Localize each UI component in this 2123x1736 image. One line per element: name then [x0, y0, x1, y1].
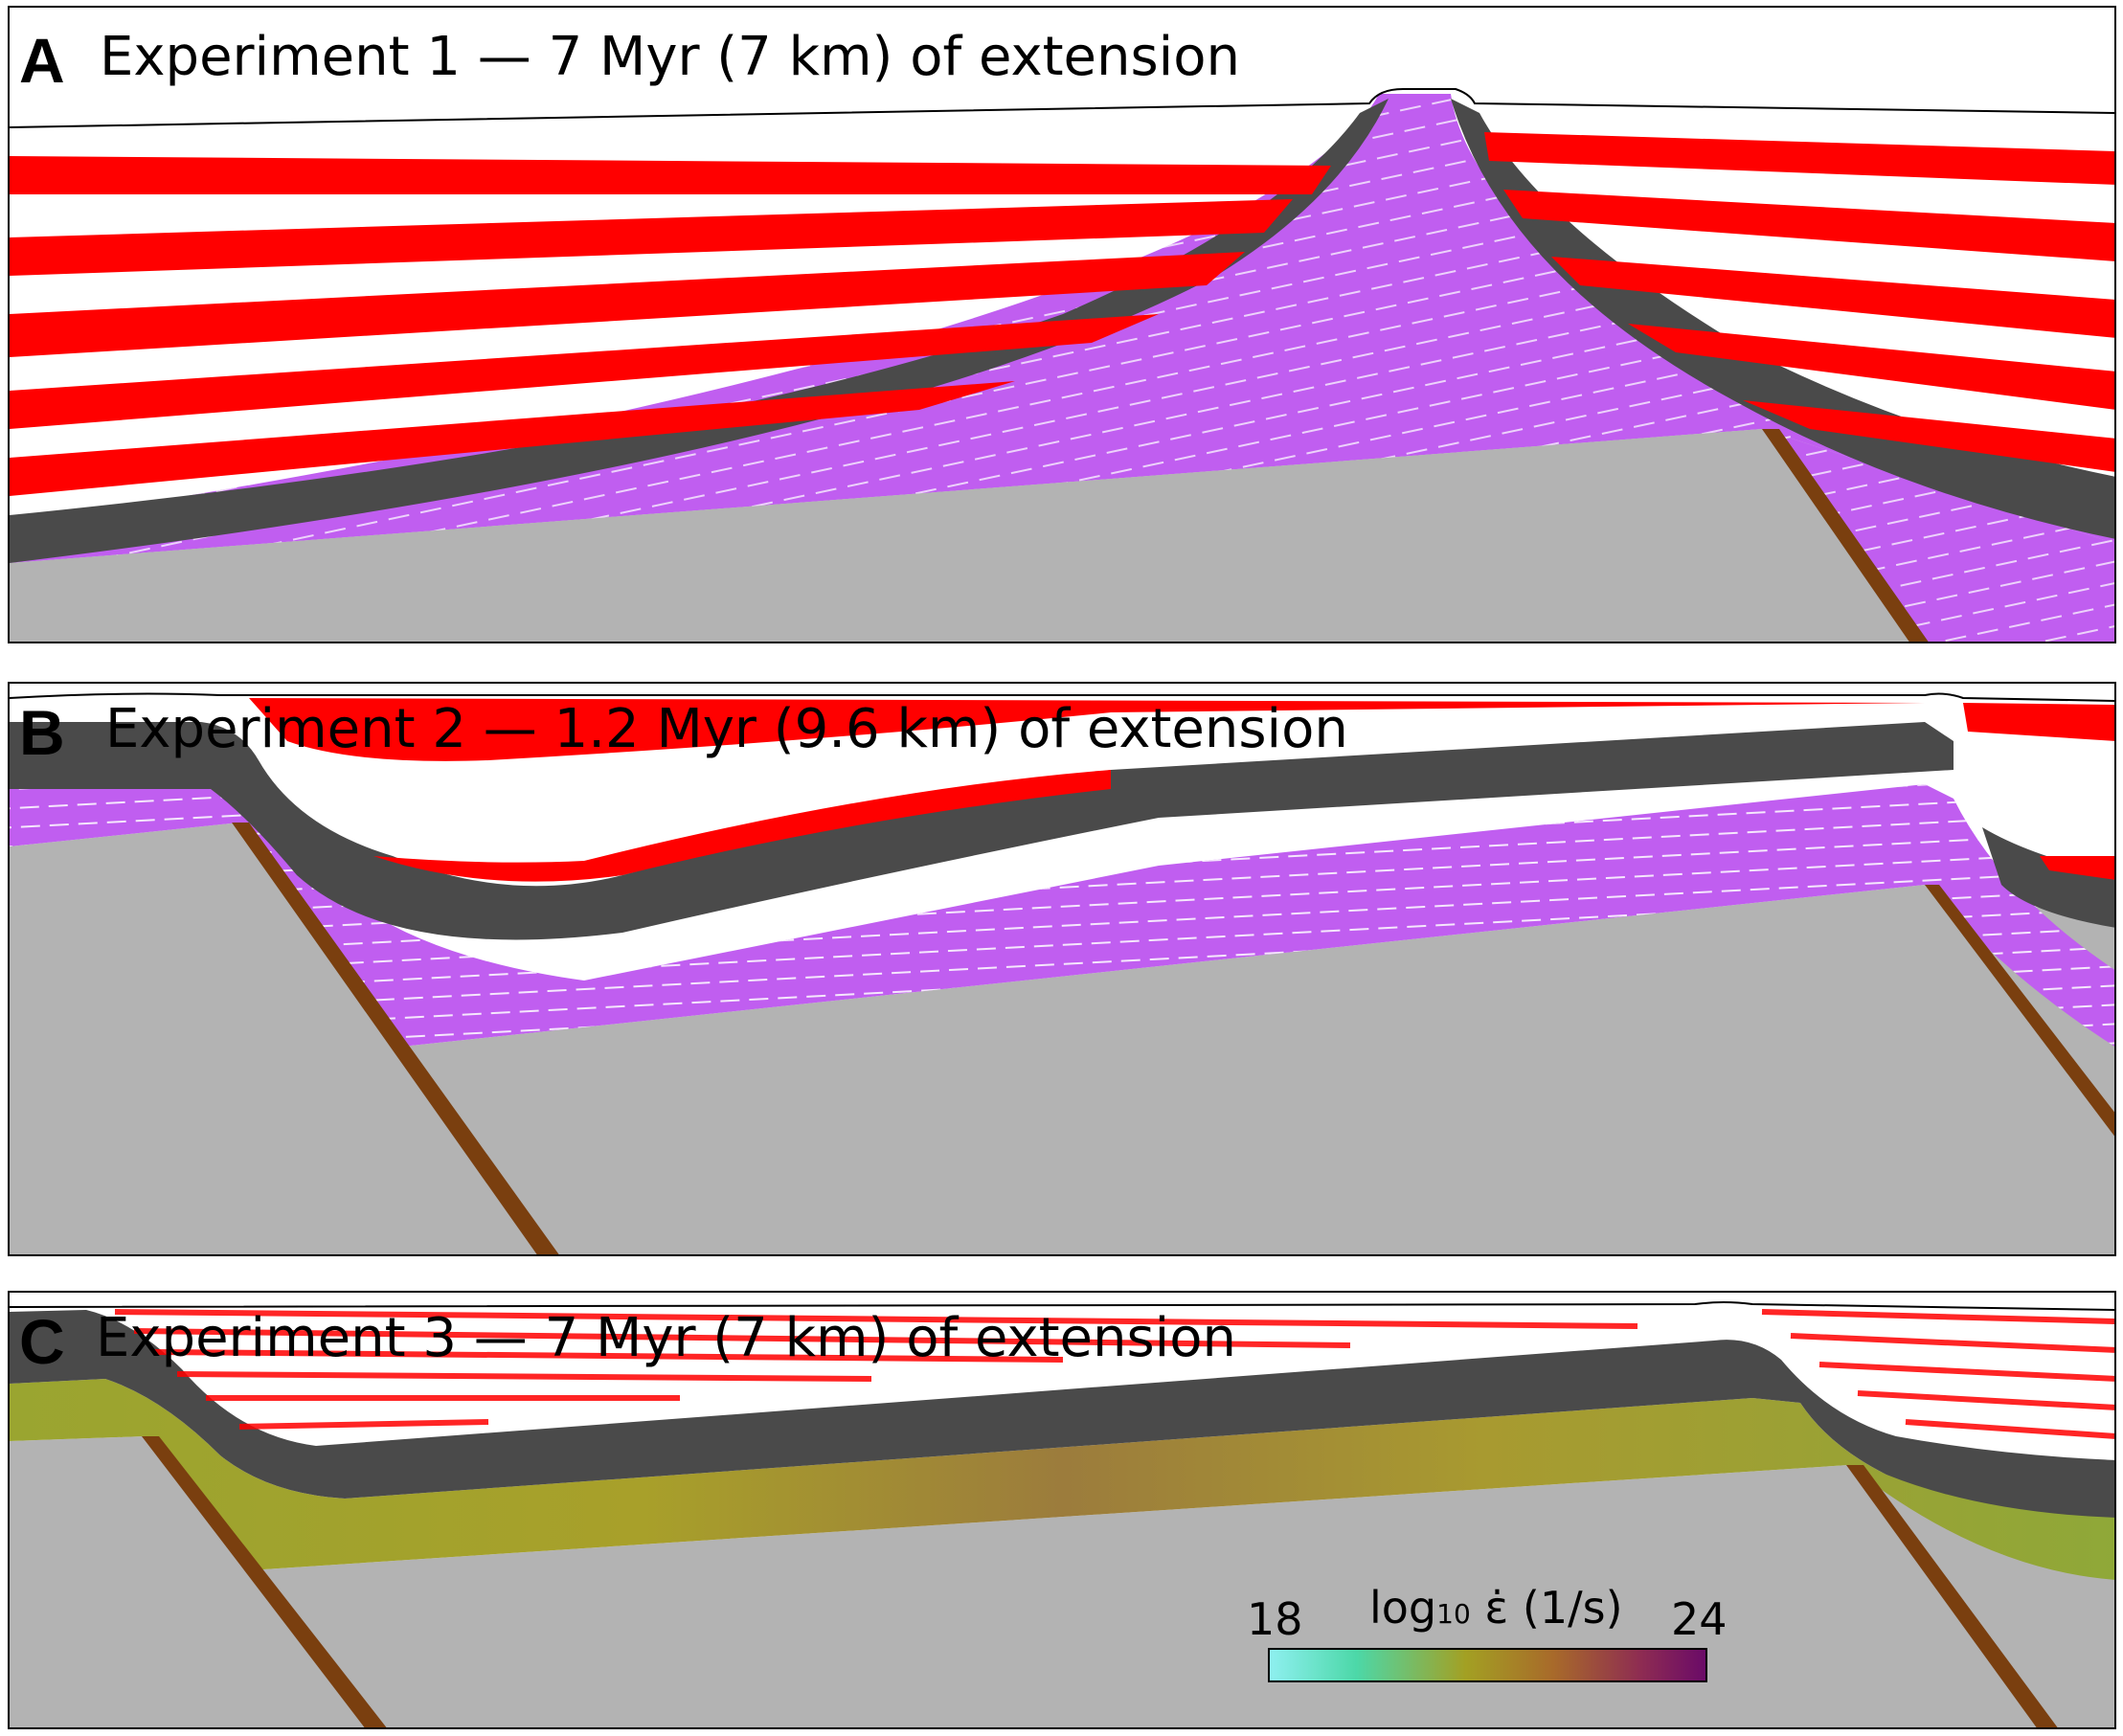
colorbar-log: log	[1369, 1582, 1437, 1634]
colorbar-min-label: 18	[1247, 1593, 1303, 1645]
fault-left	[142, 1436, 387, 1727]
panel-b-diagram	[10, 692, 2114, 1254]
salt-layer	[10, 99, 1389, 563]
surface-line	[10, 1301, 2114, 1311]
colorbar-symbol: ε̇	[1484, 1582, 1509, 1634]
sediment-layers	[249, 698, 2114, 882]
colorbar-log-subscript: 10	[1436, 1598, 1471, 1630]
salt-layer-right	[1982, 827, 2114, 928]
colorbar-title: log10 ε̇ (1/s)	[1369, 1586, 1623, 1630]
panel-c: C Experiment 3 — 7 Myr (7 km) of extensi…	[8, 1291, 2116, 1729]
sediment-layers-left	[10, 156, 1331, 496]
colorbar-unit: (1/s)	[1522, 1582, 1623, 1634]
fault-left	[232, 823, 559, 1254]
salt-layer-right	[1451, 99, 2114, 539]
salt-layer	[10, 722, 1954, 940]
fault-right	[1846, 1465, 2058, 1727]
fault	[1762, 429, 1929, 642]
surface-line	[10, 692, 2114, 702]
panel-label-c: C	[19, 1306, 65, 1377]
surface-line	[10, 88, 2114, 128]
strain-rate-layer	[10, 1379, 2114, 1580]
colorbar-max-label: 24	[1671, 1593, 1728, 1645]
panel-c-diagram	[10, 1301, 2114, 1727]
salt-layer	[10, 1310, 2114, 1518]
panel-label-b: B	[19, 697, 65, 768]
sediment-layers-right	[1484, 132, 2114, 472]
panel-label-a: A	[19, 25, 65, 96]
panel-title-a: Experiment 1 — 7 Myr (7 km) of extension	[100, 26, 1240, 88]
basement	[10, 823, 2114, 1254]
panel-title-c: Experiment 3 — 7 Myr (7 km) of extension	[96, 1307, 1236, 1369]
panel-a: A Experiment 1 — 7 Myr (7 km) of extensi…	[8, 6, 2116, 643]
panel-a-diagram	[10, 88, 2114, 642]
panel-b: B Experiment 2 — 1.2 Myr (9.6 km) of ext…	[8, 682, 2116, 1256]
panel-title-b: Experiment 2 — 1.2 Myr (9.6 km) of exten…	[105, 698, 1348, 760]
colorbar	[1268, 1648, 1707, 1682]
sediment-layers	[114, 1309, 2114, 1439]
